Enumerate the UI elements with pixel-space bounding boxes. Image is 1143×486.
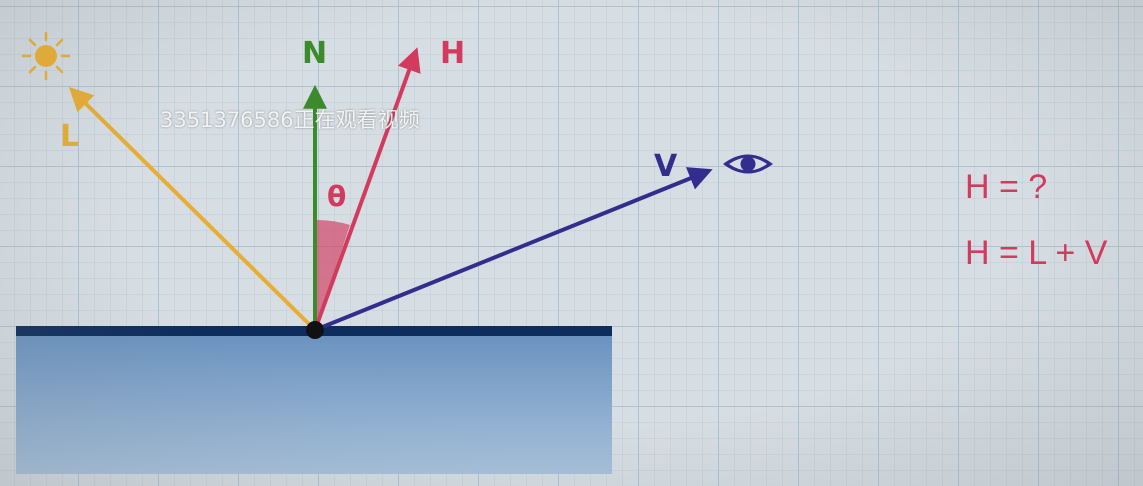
equation-question: H = ? <box>965 168 1048 206</box>
normal-label: N <box>302 36 327 71</box>
surface-block <box>16 334 612 474</box>
viewer-watermark: 3351376586正在观看视频 <box>160 108 420 132</box>
light-vector <box>68 86 317 332</box>
angle-label: θ <box>327 180 346 213</box>
view-vector <box>314 167 713 332</box>
incidence-point <box>306 321 324 339</box>
halfway-vector <box>313 47 421 331</box>
light-label: L <box>60 119 79 154</box>
view-label: V <box>654 149 678 184</box>
halfway-label: H <box>440 36 465 71</box>
equation-sum: H = L + V <box>965 234 1108 272</box>
eye-icon <box>723 154 773 174</box>
sun-icon <box>21 31 71 81</box>
